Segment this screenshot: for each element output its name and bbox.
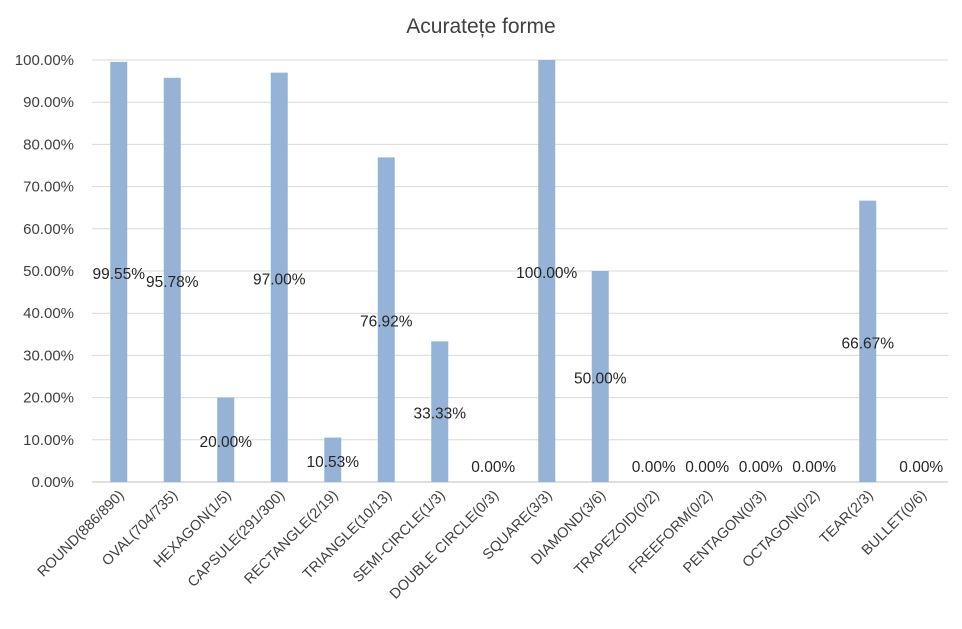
x-tick-label: SEMI-CIRCLE(1/3) (350, 488, 448, 586)
data-label: 76.92% (360, 314, 413, 331)
data-label: 0.00% (471, 459, 515, 476)
bar (377, 157, 395, 483)
data-label: 0.00% (632, 459, 676, 476)
data-label: 100.00% (516, 265, 577, 282)
x-tick-label: TRIANGLE(10/13) (300, 488, 395, 583)
data-label: 33.33% (413, 406, 466, 423)
y-tick-label: 90.00% (23, 94, 74, 111)
y-tick-label: 70.00% (23, 179, 74, 196)
data-label: 0.00% (899, 459, 943, 476)
bar (324, 437, 342, 482)
chart-title: Acuratețe forme (406, 15, 555, 38)
y-tick-label: 50.00% (23, 263, 74, 280)
y-tick-label: 60.00% (23, 221, 74, 238)
data-label: 99.55% (92, 266, 145, 283)
bar (859, 200, 877, 483)
data-label: 0.00% (792, 459, 836, 476)
data-label: 66.67% (841, 335, 894, 352)
data-label: 0.00% (739, 459, 783, 476)
y-tick-label: 30.00% (23, 347, 74, 364)
y-tick-label: 80.00% (23, 136, 74, 153)
bar (270, 72, 288, 482)
bar (431, 341, 449, 482)
bar (591, 271, 609, 482)
y-tick-label: 40.00% (23, 305, 74, 322)
x-tick-label: RECTANGLE(2/19) (242, 488, 342, 588)
y-tick-label: 0.00% (31, 474, 74, 491)
data-label: 95.78% (146, 274, 199, 291)
y-tick-label: 10.00% (23, 432, 74, 449)
bar (217, 397, 235, 482)
bar (110, 61, 128, 483)
x-tick-label: CAPSULE(291/300) (185, 488, 288, 591)
x-tick-label: DOUBLE CIRCLE(0/3) (387, 488, 502, 603)
data-label: 97.00% (253, 271, 306, 288)
bar (538, 60, 556, 482)
data-label: 20.00% (199, 434, 252, 451)
y-tick-label: 20.00% (23, 390, 74, 407)
data-label: 0.00% (685, 459, 729, 476)
data-label: 50.00% (574, 371, 627, 388)
y-tick-label: 100.00% (15, 52, 74, 69)
data-label: 10.53% (306, 454, 359, 471)
x-tick-label: ROUND(886/890) (35, 488, 128, 581)
bar (163, 77, 181, 482)
